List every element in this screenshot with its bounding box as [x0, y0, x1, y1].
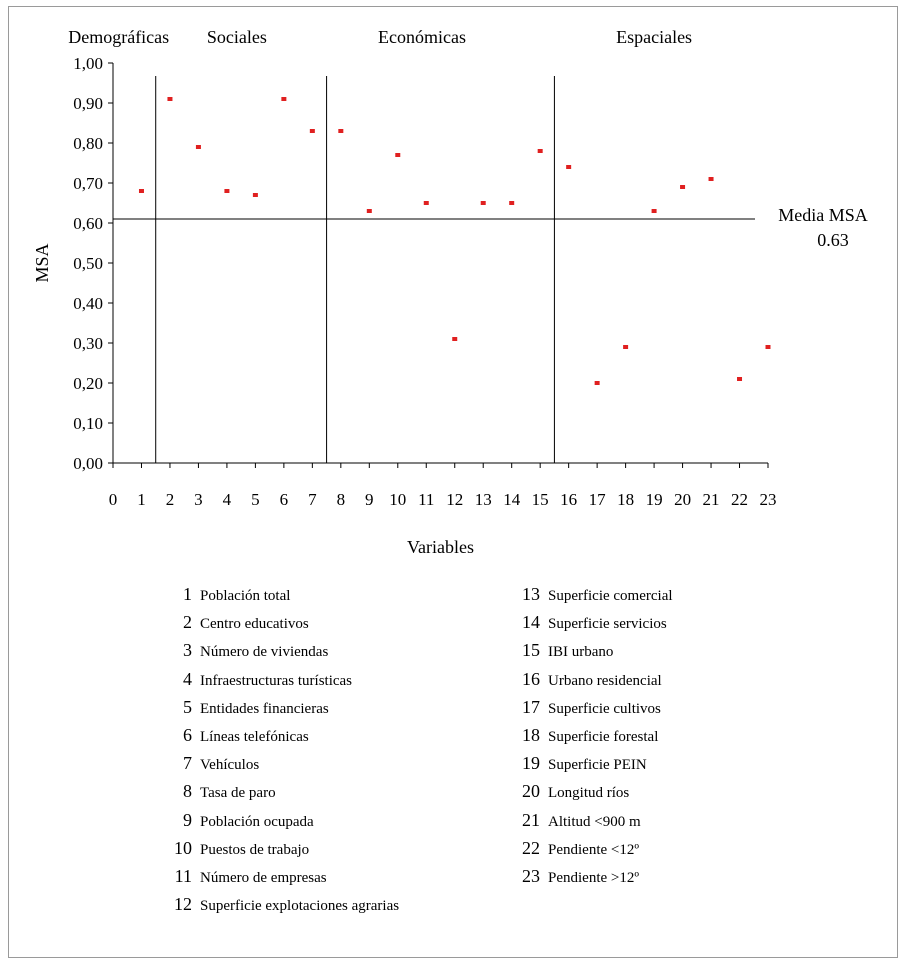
data-point-3 [195, 145, 201, 149]
group-label: Sociales [207, 27, 267, 47]
data-point-1 [138, 189, 144, 193]
group-label: Económicas [378, 27, 466, 47]
data-point-6 [281, 97, 287, 101]
x-tick-label: 9 [365, 490, 374, 509]
data-point-12 [452, 337, 458, 341]
data-point-22 [737, 377, 743, 381]
x-axis-title: Variables [407, 537, 474, 557]
y-tick-label: 0,10 [73, 414, 103, 433]
x-tick-label: 15 [532, 490, 549, 509]
y-tick-label: 0,20 [73, 374, 103, 393]
x-tick-label: 17 [589, 490, 607, 509]
y-tick-label: 0,50 [73, 254, 103, 273]
x-tick-label: 2 [166, 490, 175, 509]
x-tick-label: 12 [446, 490, 463, 509]
x-tick-label: 8 [337, 490, 346, 509]
x-tick-label: 23 [760, 490, 777, 509]
x-tick-label: 10 [389, 490, 406, 509]
figure-frame [8, 6, 898, 958]
x-tick-label: 19 [646, 490, 663, 509]
data-point-15 [537, 149, 543, 153]
data-point-11 [423, 201, 429, 205]
x-tick-label: 4 [223, 490, 232, 509]
data-point-10 [395, 153, 401, 157]
data-point-7 [309, 129, 315, 133]
x-tick-label: 6 [280, 490, 289, 509]
data-point-21 [708, 177, 714, 181]
data-point-13 [480, 201, 486, 205]
data-point-5 [252, 193, 258, 197]
x-tick-label: 0 [109, 490, 118, 509]
x-tick-label: 11 [418, 490, 434, 509]
x-tick-label: 13 [475, 490, 492, 509]
data-point-9 [366, 209, 372, 213]
y-tick-label: 0,90 [73, 94, 103, 113]
x-tick-label: 14 [503, 490, 521, 509]
data-point-4 [224, 189, 230, 193]
y-tick-label: 0,80 [73, 134, 103, 153]
mean-msa-value-label: 0.63 [817, 230, 849, 250]
x-tick-label: 1 [137, 490, 146, 509]
y-tick-label: 0,70 [73, 174, 103, 193]
data-point-19 [651, 209, 657, 213]
data-point-8 [338, 129, 344, 133]
data-point-14 [509, 201, 515, 205]
data-point-18 [623, 345, 629, 349]
x-tick-label: 3 [194, 490, 203, 509]
y-tick-label: 0,40 [73, 294, 103, 313]
mean-msa-label: Media MSA [778, 205, 868, 225]
x-tick-label: 20 [674, 490, 691, 509]
data-point-16 [566, 165, 572, 169]
x-tick-label: 7 [308, 490, 317, 509]
y-tick-label: 0,60 [73, 214, 103, 233]
x-tick-label: 5 [251, 490, 260, 509]
x-tick-label: 21 [703, 490, 720, 509]
y-tick-label: 0,30 [73, 334, 103, 353]
y-axis-title: MSA [32, 243, 52, 282]
x-tick-label: 16 [560, 490, 577, 509]
x-tick-label: 22 [731, 490, 748, 509]
data-point-2 [167, 97, 173, 101]
group-label: Demográficas [68, 27, 169, 47]
data-point-23 [765, 345, 771, 349]
group-label: Espaciales [616, 27, 692, 47]
data-point-17 [594, 381, 600, 385]
y-tick-label: 0,00 [73, 454, 103, 473]
x-tick-label: 18 [617, 490, 634, 509]
y-tick-label: 1,00 [73, 54, 103, 73]
data-point-20 [680, 185, 686, 189]
